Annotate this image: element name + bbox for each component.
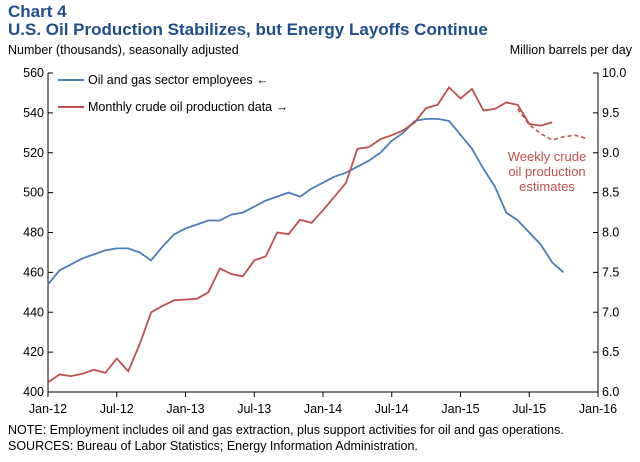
series-line-monthly-production — [47, 85, 553, 384]
x-tick-label: Jan-15 — [441, 402, 479, 416]
right-tick-label: 7.5 — [602, 265, 619, 279]
right-tick-label: 10.0 — [602, 66, 626, 80]
left-tick-label: 560 — [23, 66, 44, 80]
left-tick-label: 400 — [23, 385, 44, 399]
left-tick-label: 540 — [23, 106, 44, 120]
right-tick-label: 9.5 — [602, 106, 619, 120]
right-tick-label: 8.5 — [602, 186, 619, 200]
chart-subtitle: U.S. Oil Production Stabilizes, but Ener… — [8, 20, 488, 39]
right-tick-label: 6.0 — [602, 385, 619, 399]
x-tick-label: Jan-12 — [29, 402, 67, 416]
annotation-line: estimates — [519, 179, 575, 194]
left-tick-label: 420 — [23, 345, 44, 359]
left-tick-label: 440 — [23, 305, 44, 319]
annotation-weekly-estimates: Weekly crude oil production estimates — [508, 149, 587, 194]
x-tick-label: Jan-14 — [304, 402, 342, 416]
series-line-weekly-estimates — [517, 108, 587, 141]
x-tick-label: Jul-14 — [375, 402, 409, 416]
legend-label-employees: Oil and gas sector employees ← — [88, 73, 269, 87]
right-tick-label: 6.5 — [602, 345, 619, 359]
left-tick-label: 480 — [23, 226, 44, 240]
x-tick-label: Jul-15 — [512, 402, 546, 416]
annotation-line: Weekly crude — [508, 149, 587, 164]
note-text: NOTE: Employment includes oil and gas ex… — [8, 423, 564, 437]
x-tick-label: Jan-13 — [166, 402, 204, 416]
right-tick-label: 7.0 — [602, 305, 619, 319]
right-tick-label: 9.0 — [602, 146, 619, 160]
left-axis-label: Number (thousands), seasonally adjusted — [8, 43, 239, 57]
series-line-employees — [47, 118, 565, 285]
right-axis-label: Million barrels per day — [509, 43, 632, 57]
left-tick-label: 520 — [23, 146, 44, 160]
x-tick-label: Jul-12 — [100, 402, 134, 416]
x-tick-label: Jan-16 — [579, 402, 617, 416]
legend-label-production: Monthly crude oil production data → — [88, 100, 288, 114]
left-tick-label: 500 — [23, 186, 44, 200]
chart-title: Chart 4 — [8, 2, 67, 21]
annotation-line: oil production — [508, 164, 585, 179]
right-tick-label: 8.0 — [602, 226, 619, 240]
x-tick-label: Jul-13 — [237, 402, 271, 416]
chart-notes: NOTE: Employment includes oil and gas ex… — [8, 422, 564, 454]
sources-text: SOURCES: Bureau of Labor Statistics; Ene… — [8, 439, 418, 453]
left-tick-label: 460 — [23, 265, 44, 279]
